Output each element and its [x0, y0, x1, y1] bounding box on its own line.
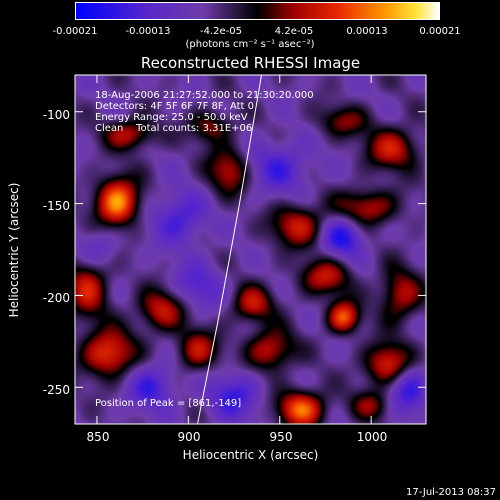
colorbar-tick-label: -4.2e-05 — [200, 26, 242, 37]
annotation-time-range: 18-Aug-2006 21:27:52.000 to 21:30:20.000 — [95, 90, 314, 101]
colorbar — [75, 2, 440, 20]
annotation-clean-counts: Clean Total counts: 3.31E+06 — [95, 123, 253, 134]
x-tick-label: 950 — [269, 430, 293, 444]
y-tick-label: -150 — [42, 199, 70, 213]
x-tick-label: 850 — [86, 430, 110, 444]
footer-timestamp: 17-Jul-2013 08:37 — [405, 487, 496, 498]
y-tick-label: -100 — [42, 108, 70, 122]
x-tick-label: 900 — [177, 430, 201, 444]
x-tick-label: 1000 — [356, 430, 388, 444]
y-axis-ticks — [75, 111, 426, 388]
heatmap-image — [75, 75, 426, 424]
colorbar-tick-label: -0.00013 — [125, 26, 171, 37]
colorbar-tick-label: 0.00021 — [419, 26, 461, 37]
colorbar-tick-label: -0.00021 — [52, 26, 98, 37]
annotation-peak-position: Position of Peak = [861,-149] — [95, 398, 242, 409]
colorbar-tick-label: 4.2e-05 — [274, 26, 314, 37]
plot-frame — [74, 74, 427, 425]
annotation-detectors: Detectors: 4F 5F 6F 7F 8F, Att 0 — [95, 101, 255, 112]
x-axis-label: Heliocentric X (arcsec) — [182, 448, 319, 462]
x-axis-ticks — [96, 75, 372, 424]
chart-title: Reconstructed RHESSI Image — [140, 54, 361, 72]
annotation-energy-range: Energy Range: 25.0 - 50.0 keV — [95, 112, 248, 123]
y-tick-label: -200 — [42, 291, 70, 305]
y-axis-label: Heliocentric Y (arcsec) — [7, 182, 21, 318]
colorbar-tick-label: 0.00013 — [346, 26, 388, 37]
colorbar-unit-label: (photons cm⁻² s⁻¹ asec⁻²) — [185, 39, 315, 50]
solar-limb-line — [197, 74, 262, 425]
y-tick-label: -250 — [42, 383, 70, 397]
